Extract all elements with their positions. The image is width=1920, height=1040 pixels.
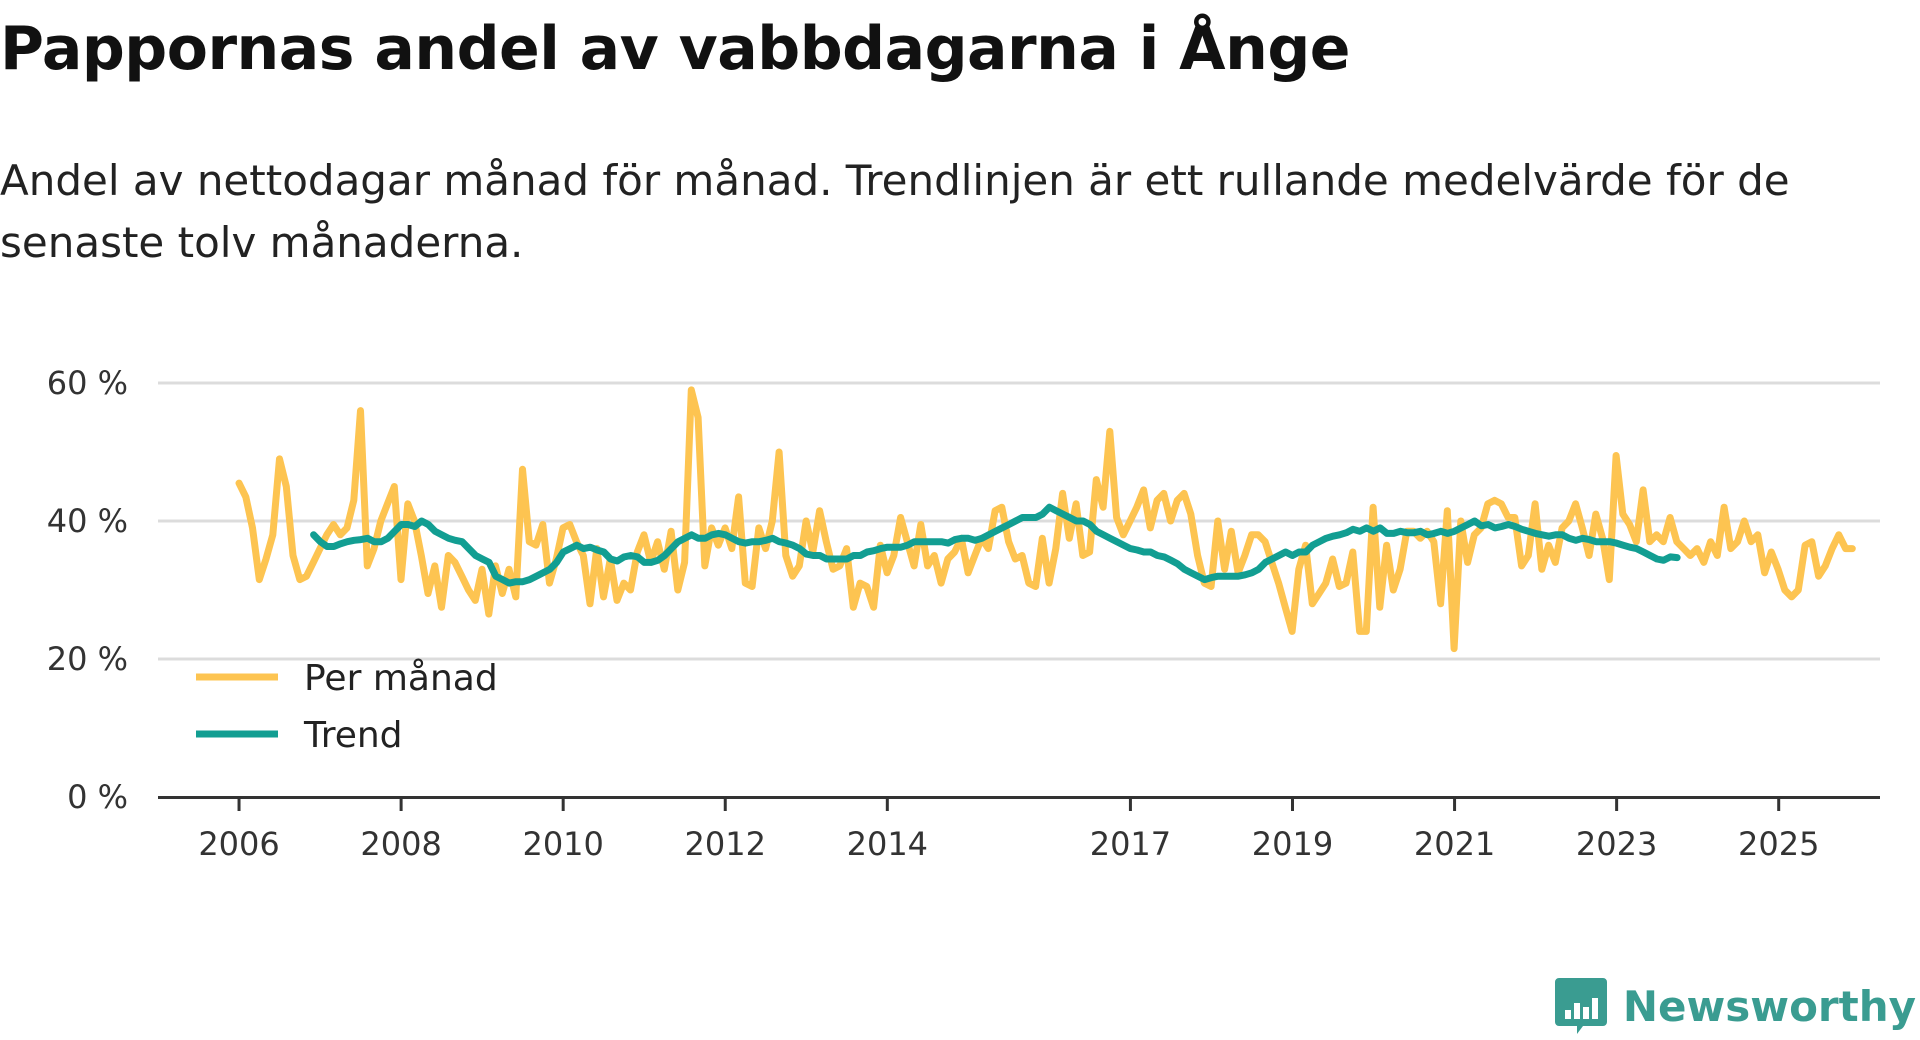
chart-title: Pappornas andel av vabbdagarna i Ånge bbox=[0, 14, 1350, 84]
y-axis-ticks: 0 % 20 % 40 % 60 % bbox=[47, 364, 128, 816]
x-tick-label: 2006 bbox=[198, 825, 279, 863]
x-tick-label: 2010 bbox=[522, 825, 603, 863]
series-line-trend bbox=[310, 503, 1681, 587]
bar-chart-logo-icon bbox=[1554, 978, 1607, 1034]
x-tick-label: 2012 bbox=[685, 825, 766, 863]
y-tick-label: 20 % bbox=[47, 640, 128, 678]
y-tick-label: 0 % bbox=[67, 778, 128, 816]
x-tick-label: 2017 bbox=[1090, 825, 1171, 863]
y-tick-label: 40 % bbox=[47, 502, 128, 540]
y-tick-label: 60 % bbox=[47, 364, 128, 402]
legend-item-trend: Trend bbox=[196, 715, 403, 756]
brand-logo[interactable]: Newsworthy bbox=[1553, 976, 1916, 1036]
legend: Per månad Trend bbox=[196, 658, 498, 756]
x-tick-label: 2025 bbox=[1738, 825, 1819, 863]
x-tick-label: 2023 bbox=[1576, 825, 1657, 863]
legend-label-trend: Trend bbox=[303, 715, 403, 756]
x-axis-ticks: 2006 2008 2010 2012 2014 2017 2019 2021 2023 2025 bbox=[198, 797, 1819, 863]
chart-subtitle: Andel av nettodagar månad för månad. Tre… bbox=[0, 156, 1790, 267]
brand-name: Newsworthy bbox=[1622, 981, 1916, 1031]
x-tick-label: 2021 bbox=[1414, 825, 1495, 863]
x-tick-label: 2008 bbox=[360, 825, 441, 863]
x-tick-label: 2019 bbox=[1252, 825, 1333, 863]
x-tick-label: 2014 bbox=[847, 825, 928, 863]
series-line-per-manad bbox=[235, 386, 1856, 653]
legend-label-monthly: Per månad bbox=[304, 658, 498, 699]
legend-item-monthly: Per månad bbox=[196, 658, 498, 699]
series-lines bbox=[235, 386, 1856, 653]
